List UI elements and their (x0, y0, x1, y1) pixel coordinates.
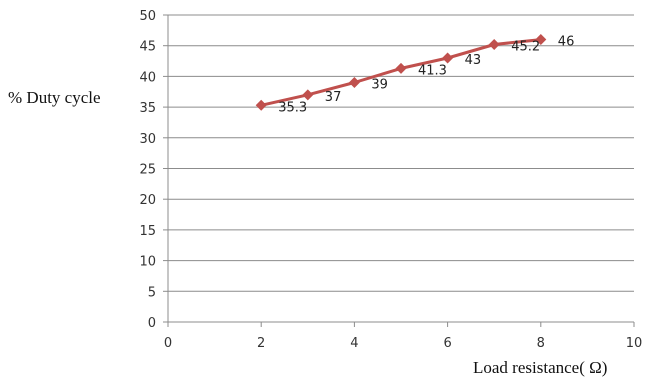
y-axis-title: % Duty cycle (8, 88, 101, 107)
x-tick-label: 10 (626, 336, 643, 351)
data-label: 45.2 (511, 39, 540, 54)
y-tick-label: 35 (139, 101, 156, 116)
y-tick-label: 10 (139, 255, 156, 270)
data-label: 37 (325, 90, 342, 105)
x-tick-label: 0 (164, 336, 172, 351)
gridlines (168, 14, 634, 292)
y-tick-label: 30 (139, 132, 156, 147)
data-label: 46 (558, 35, 575, 50)
x-axis-title: Load resistance( Ω) (473, 358, 607, 377)
y-tick-label: 25 (139, 163, 156, 178)
data-point-marker (488, 38, 500, 50)
y-tick-label: 45 (139, 40, 156, 55)
y-tick-label: 0 (148, 316, 156, 331)
x-tick-label: 2 (257, 336, 265, 351)
data-point-marker (442, 52, 454, 64)
y-tick-label: 50 (139, 9, 156, 24)
data-point-marker (535, 34, 547, 46)
data-label: 41.3 (418, 63, 447, 78)
data-point-marker (395, 62, 407, 74)
data-point-marker (255, 99, 267, 111)
x-tick-label: 6 (443, 336, 451, 351)
x-tick-label: 8 (537, 336, 545, 351)
x-axis-ticks: 0 2 4 6 8 10 (164, 322, 642, 351)
y-tick-label: 20 (139, 193, 156, 208)
data-label: 35.3 (278, 100, 307, 115)
y-tick-label: 40 (139, 70, 156, 85)
data-labels: 35.3 37 39 41.3 43 45.2 46 (278, 35, 574, 116)
x-tick-label: 4 (350, 336, 358, 351)
y-axis-ticks: 0 5 10 15 20 25 30 35 40 45 50 (139, 9, 168, 331)
y-tick-label: 15 (139, 224, 156, 239)
data-label: 39 (371, 78, 388, 93)
series-group (255, 34, 547, 111)
y-tick-label: 5 (148, 285, 156, 300)
data-point-marker (348, 77, 360, 89)
data-point-marker (302, 89, 314, 101)
data-label: 43 (465, 53, 482, 68)
